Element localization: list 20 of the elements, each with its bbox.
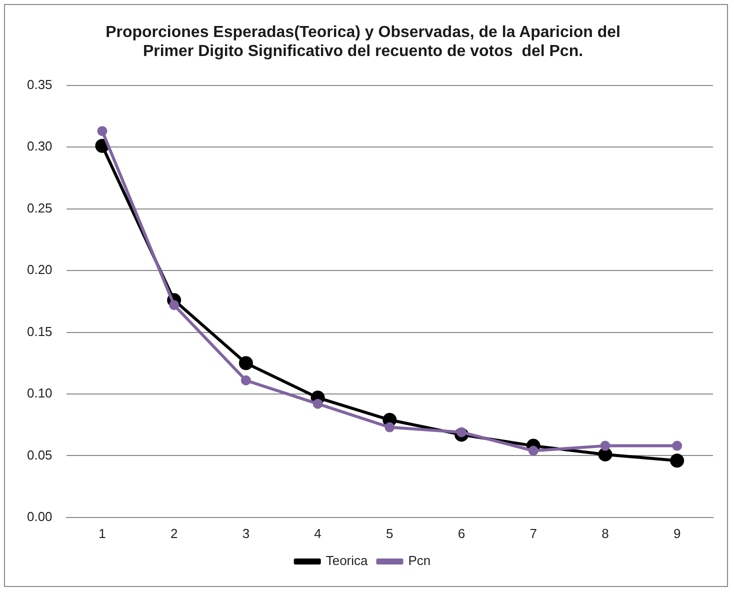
- y-tick-label: 0.10: [26, 386, 52, 401]
- y-tick-label: 0.05: [26, 447, 52, 462]
- y-tick-label: 0.25: [26, 200, 52, 216]
- y-tick-label: 0.35: [26, 76, 52, 92]
- y-tick-label: 0.15: [26, 324, 52, 339]
- x-tick-label: 2: [170, 526, 178, 541]
- y-tick-label: 0.00: [26, 508, 52, 524]
- x-tick-label: 6: [458, 526, 466, 541]
- x-tick-label: 8: [602, 526, 609, 541]
- x-tick-label: 9: [673, 526, 681, 541]
- y-tick-label: 0.30: [26, 138, 52, 154]
- x-tick-label: 7: [530, 526, 537, 541]
- legend-label: Pcn: [408, 553, 431, 568]
- chart-title: Proporciones Esperadas(Teorica) y Observadas, de la Aparicion del Primer Digito Significativo del recuento de votos del Pcn.: [106, 24, 620, 60]
- x-tick-label: 3: [242, 526, 250, 541]
- legend-label: Teorica: [326, 553, 369, 568]
- x-tick-label: 4: [314, 526, 322, 541]
- x-tick-label: 5: [386, 526, 394, 541]
- y-tick-label: 0.20: [26, 262, 52, 278]
- x-tick-label: 1: [98, 526, 106, 541]
